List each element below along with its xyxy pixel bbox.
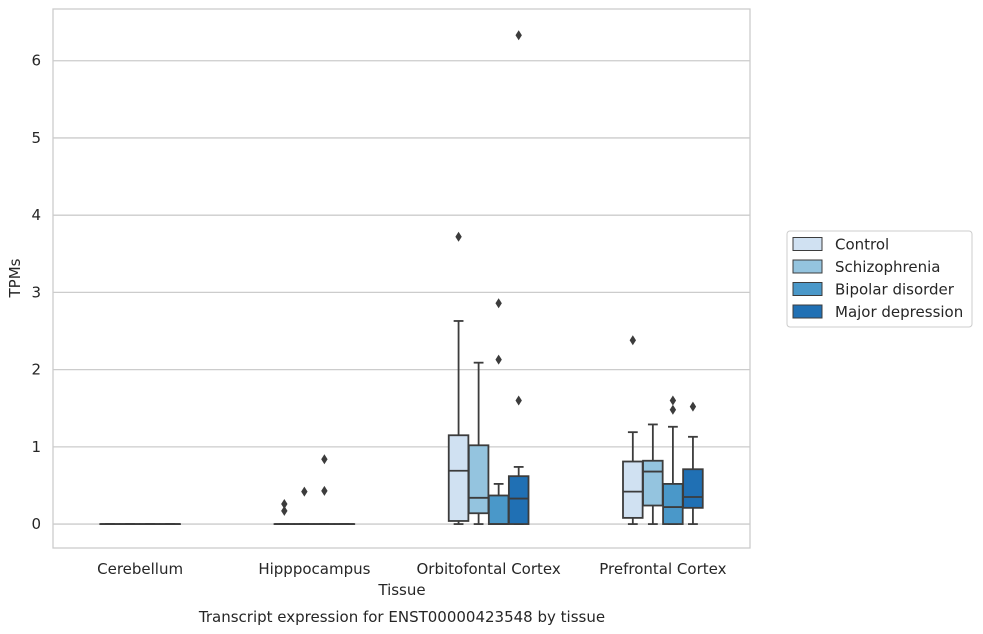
y-tick-label: 4 xyxy=(31,206,41,224)
box-body xyxy=(682,468,704,509)
legend-label: Major depression xyxy=(835,303,963,321)
outlier-point xyxy=(669,404,677,415)
outlier-point xyxy=(515,30,522,41)
y-tick-label: 6 xyxy=(31,52,41,70)
box-body xyxy=(662,483,684,525)
box-schizophrenia-2 xyxy=(467,361,490,525)
grid-lines xyxy=(53,60,750,525)
y-tick-labels: 0 1 2 3 4 5 6 xyxy=(31,52,41,533)
box-major-depression-3 xyxy=(682,401,704,525)
legend-swatch xyxy=(792,282,823,296)
box-bipolar-disorder-1 xyxy=(313,454,336,525)
legend-frame xyxy=(786,230,973,328)
outlier-point xyxy=(629,335,637,346)
outlier-point xyxy=(281,505,288,516)
legend: Control Schizophrenia Bipolar disorder Majo… xyxy=(786,230,973,328)
box-major-depression-2 xyxy=(507,30,530,525)
y-tick-label: 2 xyxy=(31,361,41,379)
legend-swatch xyxy=(792,259,823,274)
outlier-point xyxy=(281,498,288,509)
box-control-1 xyxy=(273,498,296,525)
box-bipolar-disorder-3 xyxy=(662,395,684,525)
box-body xyxy=(447,434,470,522)
outlier-point xyxy=(495,354,502,365)
box-body xyxy=(507,475,530,525)
outlier-point xyxy=(321,485,328,496)
y-tick-label: 0 xyxy=(31,515,41,533)
box-schizophrenia-1 xyxy=(293,486,316,525)
box-control-3 xyxy=(622,335,644,525)
y-tick-label: 5 xyxy=(31,129,41,147)
chart-caption: Transcript expression for ENST0000042354… xyxy=(198,608,605,626)
box-bipolar-disorder-2 xyxy=(487,298,510,525)
outlier-point xyxy=(495,298,502,309)
outlier-point xyxy=(689,401,697,412)
y-tick-label: 1 xyxy=(31,438,41,456)
x-axis-label: Tissue xyxy=(377,581,425,599)
legend-label: Bipolar disorder xyxy=(835,281,955,299)
outlier-point xyxy=(455,231,462,242)
legend-swatch xyxy=(792,237,823,251)
outlier-point xyxy=(321,454,328,465)
x-tick-label: Prefrontal Cortex xyxy=(599,560,726,578)
y-tick-label: 3 xyxy=(31,283,41,301)
box-body xyxy=(622,460,644,519)
box-schizophrenia-3 xyxy=(642,423,664,525)
y-axis-label: TPMs xyxy=(6,258,24,298)
outlier-point xyxy=(301,486,308,497)
x-tick-labels: Cerebellum Hipppocampus Orbitofontal Corte… xyxy=(97,560,726,578)
x-tick-label: Cerebellum xyxy=(97,560,183,578)
legend-label: Control xyxy=(835,236,889,254)
plot-frame xyxy=(52,8,751,549)
outlier-point xyxy=(515,395,522,406)
boxes xyxy=(99,30,704,525)
box-body xyxy=(467,444,490,515)
x-tick-label: Orbitofontal Cortex xyxy=(417,560,561,578)
box-body xyxy=(487,494,510,525)
box-control-2 xyxy=(447,231,470,525)
legend-swatch xyxy=(792,304,823,319)
box-body xyxy=(642,459,664,507)
x-tick-label: Hipppocampus xyxy=(258,560,370,578)
outlier-point xyxy=(669,395,677,406)
legend-label: Schizophrenia xyxy=(835,258,940,276)
